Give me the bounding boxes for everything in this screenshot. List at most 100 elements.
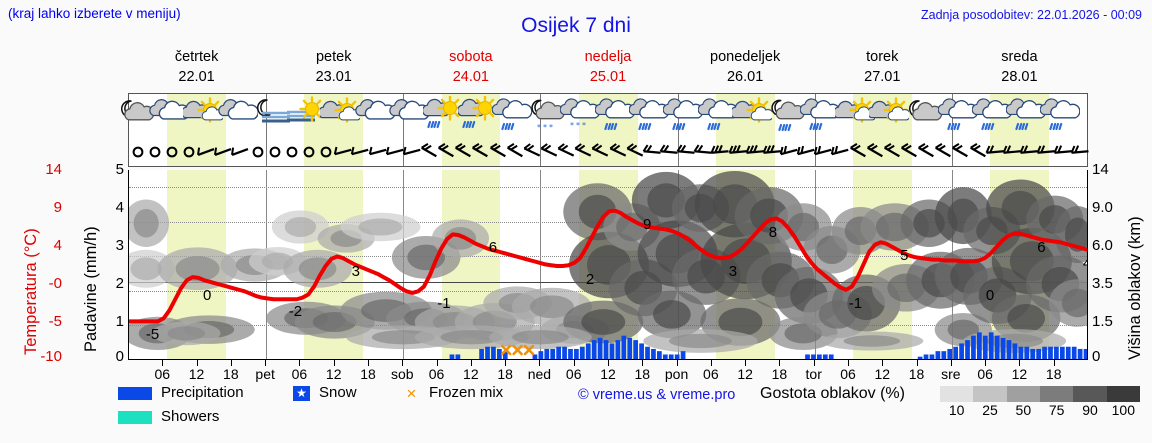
wind-barb-icon bbox=[872, 138, 912, 164]
day-header-6: torek 27.01 bbox=[814, 48, 951, 92]
precipitation-swatch bbox=[118, 386, 152, 400]
axis-tick-label: 5 bbox=[115, 161, 124, 178]
wind-barb-icon bbox=[855, 138, 895, 164]
wind-barb-icon bbox=[1026, 138, 1066, 164]
sun-fog-icon bbox=[286, 96, 326, 134]
wind-barb-icon bbox=[923, 138, 963, 164]
day-name: torek bbox=[866, 49, 899, 65]
svg-text:*: * bbox=[576, 121, 580, 130]
wind-barb-icon bbox=[186, 138, 226, 164]
credit-link[interactable]: © vreme.us & vreme.pro bbox=[578, 387, 736, 403]
x-tick bbox=[882, 360, 884, 366]
axis-tick-label: -10 bbox=[40, 348, 62, 365]
wind-barb-icon bbox=[718, 138, 758, 164]
x-tick bbox=[470, 360, 472, 366]
x-tick bbox=[916, 360, 918, 366]
wind-barb-icon bbox=[203, 138, 243, 164]
x-tick bbox=[1053, 360, 1055, 366]
wind-barb-icon bbox=[512, 138, 552, 164]
axis-tick-label: 3.5 bbox=[1092, 275, 1113, 292]
cloud-density-step bbox=[940, 386, 974, 402]
cloud-density-title: Gostota oblakov (%) bbox=[760, 385, 905, 402]
x-tick-label: 18 bbox=[497, 366, 513, 382]
x-tick bbox=[333, 360, 335, 366]
x-tick bbox=[745, 360, 747, 366]
wind-barb-icon bbox=[409, 138, 449, 164]
wind-barb-icon bbox=[1009, 138, 1049, 164]
wind-barb-icon bbox=[992, 138, 1032, 164]
day-name: sreda bbox=[1001, 49, 1038, 65]
forecast-plot: -5 0 -2 3 -1 6 2 9 3 8 -1 5 0 6 4 bbox=[128, 170, 1088, 360]
day-header-7: sreda 28.01 bbox=[951, 48, 1088, 92]
day-header-2: petek 23.01 bbox=[265, 48, 402, 92]
x-tick bbox=[402, 360, 404, 366]
day-date: 22.01 bbox=[178, 68, 215, 85]
wind-barb-icon bbox=[769, 138, 809, 164]
wind-barb-icon bbox=[340, 138, 380, 164]
legend-showers: Showers bbox=[118, 408, 219, 425]
svg-text:*: * bbox=[570, 121, 574, 130]
temperature-point-label: 8 bbox=[768, 223, 778, 241]
day-separator bbox=[403, 94, 405, 166]
wind-barb-icon bbox=[649, 138, 689, 164]
temperature-point-label: 6 bbox=[488, 239, 498, 257]
wind-barb-icon bbox=[478, 138, 518, 164]
day-date: 26.01 bbox=[726, 68, 764, 85]
cloud-rain-icon bbox=[697, 96, 738, 134]
x-tick bbox=[950, 360, 952, 366]
x-tick bbox=[985, 360, 987, 366]
x-tick bbox=[1019, 360, 1021, 366]
legend-precipitation-label: Precipitation bbox=[161, 384, 244, 401]
day-name: ponedeljek bbox=[710, 49, 781, 65]
x-tick-label: ned bbox=[527, 366, 552, 382]
cloud-rain-icon bbox=[800, 96, 841, 134]
wind-barb-icon bbox=[546, 138, 586, 164]
legend-snow-label: Snow bbox=[319, 384, 357, 401]
cloud-density-tick: 90 bbox=[1082, 402, 1098, 418]
wind-barb-icon bbox=[1043, 138, 1083, 164]
day-header-4: nedelja 25.01 bbox=[539, 48, 676, 92]
legend-frozen-mix: × Frozen mix bbox=[403, 383, 504, 403]
cloud-icon bbox=[217, 96, 258, 134]
wind-barb-icon bbox=[392, 138, 432, 164]
cloud-density-step bbox=[1039, 386, 1074, 402]
temperature-point-label: 4 bbox=[1083, 255, 1087, 272]
x-tick bbox=[265, 360, 267, 366]
svg-text:*: * bbox=[543, 123, 547, 132]
wind-calm-icon bbox=[272, 138, 312, 164]
frozen-mix-icon: × bbox=[406, 383, 417, 403]
wind-barb-icon bbox=[666, 138, 706, 164]
cloud-density-step bbox=[1006, 386, 1040, 402]
wind-barb-icon bbox=[752, 138, 792, 164]
wind-barb-icon bbox=[975, 138, 1015, 164]
x-tick-label: sob bbox=[390, 366, 414, 382]
x-tick-label: 12 bbox=[463, 366, 479, 382]
axis-tick-label: 6.0 bbox=[1092, 237, 1113, 254]
wind-barb-icon bbox=[426, 138, 466, 164]
temperature-point-label: 3 bbox=[351, 263, 360, 281]
svg-text:*: * bbox=[582, 121, 586, 130]
cloud-density-step bbox=[973, 386, 1007, 402]
temperature-point-label: -5 bbox=[145, 326, 160, 344]
svg-text:*: * bbox=[549, 123, 553, 132]
wind-calm-icon bbox=[169, 138, 209, 164]
cloud-rain-icon bbox=[1006, 96, 1047, 134]
day-name: sobota bbox=[449, 49, 493, 65]
wind-barb-icon bbox=[632, 138, 672, 164]
temperature-point-label: 6 bbox=[1037, 239, 1046, 257]
moon-cloud-icon bbox=[903, 96, 943, 134]
x-tick-label: 06 bbox=[703, 366, 719, 382]
day-separator bbox=[540, 94, 542, 166]
axis-tick-label: 0 bbox=[1092, 348, 1101, 365]
x-tick-label: tor bbox=[805, 366, 822, 382]
cloud-density-tick: 25 bbox=[982, 402, 998, 418]
x-tick bbox=[436, 360, 438, 366]
x-tick-label: pet bbox=[255, 366, 275, 382]
day-date: 25.01 bbox=[589, 68, 627, 85]
wind-barb-icon bbox=[940, 138, 980, 164]
temperature-curve bbox=[129, 208, 1087, 324]
x-tick bbox=[539, 360, 541, 366]
location-menu-note[interactable]: (kraj lahko izberete v meniju) bbox=[8, 6, 181, 21]
moon-cloud-snow-icon: * * * bbox=[526, 96, 566, 134]
day-separator bbox=[266, 94, 268, 166]
